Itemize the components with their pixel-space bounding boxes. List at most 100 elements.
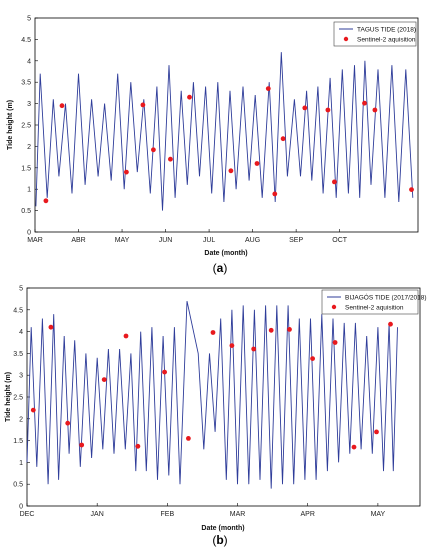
- chart-b-ylabel: Tide height (m): [5, 372, 12, 422]
- chart-a-ytick-label-7: 3.5: [21, 80, 31, 87]
- chart-b-ytick-label-10: 5: [19, 286, 23, 293]
- chart-b-legend-point-swatch: [331, 304, 337, 310]
- chart-a-acquisition-point-13: [325, 107, 331, 113]
- chart-b-acquisition-point-4: [101, 377, 107, 382]
- chart-b-acquisition-point-6: [135, 443, 141, 449]
- chart-b-acquisition-point-9: [210, 330, 216, 335]
- chart-b-acquisition-point-1: [48, 324, 54, 330]
- chart-a-acquisition-point-14: [332, 179, 337, 185]
- chart-b-xtick-label-3: MAR: [230, 511, 246, 518]
- chart-b-legend-box: [321, 289, 419, 315]
- chart-b-acquisition-point-7: [162, 369, 168, 375]
- chart-a-xtick-label-7: OCT: [332, 237, 348, 244]
- chart-a-acquisition-point-11: [280, 136, 286, 142]
- chart-a-axes: 0 0.5 1 1.5 2 2.5 3 3.5 4 4.5 5 MAR ABR MAY JUN JUL AUG…: [21, 16, 419, 244]
- chart-b-acquisition-point-18: [388, 321, 393, 327]
- chart-a-acquisition-point-3: [140, 102, 146, 108]
- chart-a-legend-point-swatch: [343, 36, 349, 42]
- chart-b-ytick-label-0: 0: [19, 504, 23, 511]
- chart-a-acquisition-point-7: [228, 168, 234, 174]
- chart-b-acquisition-point-8: [186, 436, 191, 441]
- chart-a-xticks: MAR ABR MAY JUN JUL AUG SEP OCT: [27, 229, 348, 244]
- chart-a-ytick-label-5: 2.5: [21, 123, 31, 130]
- chart-b-legend-line-label: BIJAGÓS TIDE (2017/2018): [345, 293, 427, 302]
- chart-b-legend-point-label: Sentinel-2 aquisition: [345, 305, 404, 312]
- chart-b-acquisition-point-14: [310, 356, 315, 361]
- chart-b-xticks: DEC JAN FEB MAR APR MAY: [20, 503, 386, 518]
- chart-a-xtick-label-5: AUG: [245, 237, 260, 244]
- chart-b-ytick-label-4: 2: [19, 416, 23, 423]
- chart-a-series: [35, 52, 414, 211]
- chart-b-ytick-label-1: 0.5: [13, 482, 23, 489]
- chart-b-ytick-label-8: 4: [19, 329, 23, 336]
- chart-a-xtick-label-0: MAR: [27, 237, 43, 244]
- chart-b-xtick-label-1: JAN: [91, 511, 104, 518]
- chart-a-acquisition-point-6: [187, 94, 192, 100]
- chart-a-yticks: 0 0.5 1 1.5 2 2.5 3 3.5 4 4.5 5: [21, 16, 38, 237]
- chart-b-tide-line: [26, 301, 398, 489]
- chart-b-xtick-label-4: APR: [301, 511, 315, 518]
- chart-b-acquisition-point-16: [351, 444, 357, 450]
- chart-a-ylabel: Tide height (m): [7, 100, 14, 150]
- chart-a-acquisition-point-9: [265, 86, 271, 91]
- chart-b-acquisition-point-15: [332, 340, 338, 345]
- chart-b-ytick-label-2: 1: [19, 460, 23, 467]
- chart-a-xtick-label-1: ABR: [71, 237, 85, 244]
- chart-a-ytick-label-10: 5: [27, 16, 31, 23]
- chart-b-acquisition-point-17: [374, 429, 379, 435]
- chart-b-xtick-label-0: DEC: [20, 511, 35, 518]
- chart-b-acquisition-point-13: [287, 327, 292, 332]
- chart-b-acquisition-point-0: [30, 407, 36, 413]
- chart-a-acquisition-point-15: [362, 100, 367, 106]
- chart-a-acquisition-point-2: [124, 169, 129, 175]
- chart-b-sublabel: (b): [212, 533, 227, 547]
- chart-a-legend-line-label: TAGUS TIDE (2018): [357, 27, 416, 34]
- chart-a-acquisition-point-1: [59, 103, 65, 109]
- chart-a-tide-line: [35, 52, 414, 211]
- chart-a-ytick-label-6: 3: [27, 101, 31, 108]
- chart-b-acquisition-point-10: [229, 343, 235, 348]
- chart-a-legend-point-label: Sentinel-2 aquisition: [357, 37, 416, 44]
- chart-a-acquisition-point-12: [302, 105, 308, 111]
- chart-a-xtick-label-3: JUN: [159, 237, 173, 244]
- chart-b-ytick-label-3: 1.5: [13, 438, 23, 445]
- chart-b-series: [26, 301, 398, 489]
- chart-a-ytick-label-9: 4.5: [21, 37, 31, 44]
- chart-b-ytick-label-9: 4.5: [13, 307, 23, 314]
- chart-a-sublabel: (a): [213, 261, 228, 275]
- chart-b-legend: BIJAGÓS TIDE (2017/2018) Sentinel-2 aqui…: [321, 289, 427, 315]
- chart-b-axes: 0 0.5 1 1.5 2 2.5 3 3.5 4 4.5 5 DEC JAN FEB MAR APR MAY: [13, 286, 421, 518]
- chart-a-acquisition-point-16: [372, 107, 378, 113]
- chart-b: 0 0.5 1 1.5 2 2.5 3 3.5 4 4.5 5 DEC JAN FEB MAR APR MAY…: [5, 286, 427, 548]
- chart-b-acquisition-point-3: [79, 442, 85, 448]
- chart-a-acquisition-point-0: [43, 198, 49, 204]
- chart-a-legend: TAGUS TIDE (2018) Sentinel-2 aquisition: [333, 21, 417, 47]
- chart-a-acquisition-point-10: [272, 191, 278, 197]
- chart-a-xtick-label-2: MAY: [115, 237, 130, 244]
- chart-b-ytick-label-5: 2.5: [13, 395, 23, 402]
- chart-b-acquisition-point-2: [65, 420, 71, 426]
- chart-a-xlabel: Date (month): [204, 250, 247, 257]
- chart-b-xtick-label-5: MAY: [371, 511, 386, 518]
- chart-a-ytick-label-4: 2: [27, 144, 31, 151]
- chart-a-xtick-label-4: JUL: [203, 237, 216, 244]
- chart-a-ytick-label-1: 0.5: [21, 208, 31, 215]
- chart-b-ytick-label-6: 3: [19, 373, 23, 380]
- chart-b-xtick-label-2: FEB: [161, 511, 175, 518]
- chart-b-xlabel: Date (month): [201, 525, 244, 532]
- chart-a-acquisition-point-17: [409, 187, 414, 193]
- chart-b-acquisition-point-5: [123, 333, 129, 339]
- chart-a-acquisition-point-5: [168, 156, 173, 162]
- chart-a: 0 0.5 1 1.5 2 2.5 3 3.5 4 4.5 5 MAR ABR MAY JUN JUL AUG…: [7, 16, 419, 275]
- chart-a-legend-box: [333, 21, 417, 47]
- chart-a-ytick-label-2: 1: [27, 187, 31, 194]
- chart-b-yticks: 0 0.5 1 1.5 2 2.5 3 3.5 4 4.5 5: [13, 286, 30, 511]
- chart-a-plot-frame: [34, 17, 419, 233]
- chart-a-ytick-label-0: 0: [27, 230, 31, 237]
- chart-a-ytick-label-3: 1.5: [21, 165, 31, 172]
- chart-b-acquisition-point-11: [251, 346, 257, 352]
- chart-b-ytick-label-7: 3.5: [13, 351, 23, 358]
- chart-b-acquisition-point-12: [268, 327, 274, 333]
- chart-a-xtick-label-6: SEP: [289, 237, 303, 244]
- chart-a-acquisition-point-4: [151, 147, 156, 153]
